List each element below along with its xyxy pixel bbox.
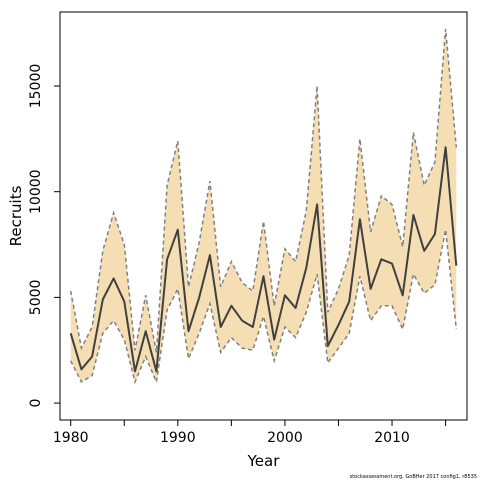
y-tick-label: 5000 — [28, 280, 44, 316]
confidence-band — [70, 28, 457, 382]
x-axis-title: Year — [247, 452, 281, 470]
upper-bound-line — [69, 28, 458, 353]
x-tick-label: 2010 — [374, 430, 410, 446]
x-tick-label: 1990 — [160, 430, 196, 446]
confidence-band-layer — [69, 28, 458, 385]
estimate-line-layer — [69, 146, 458, 373]
y-tick-label: 10000 — [28, 169, 44, 214]
y-axis-title: Recruits — [7, 185, 25, 246]
x-tick-label: 2000 — [267, 430, 303, 446]
lower-bound-line — [70, 229, 458, 385]
x-tick-label: 1980 — [53, 430, 89, 446]
footnote-credit: stockassessment.org, GoBHer 2017 config1… — [350, 474, 477, 480]
y-tick-label: 0 — [28, 399, 44, 408]
y-tick-label: 15000 — [28, 64, 44, 109]
estimate-line — [69, 146, 458, 373]
x-axis: 1980 1990 2000 2010 — [53, 419, 447, 446]
y-axis: 0 5000 10000 15000 — [28, 64, 61, 408]
